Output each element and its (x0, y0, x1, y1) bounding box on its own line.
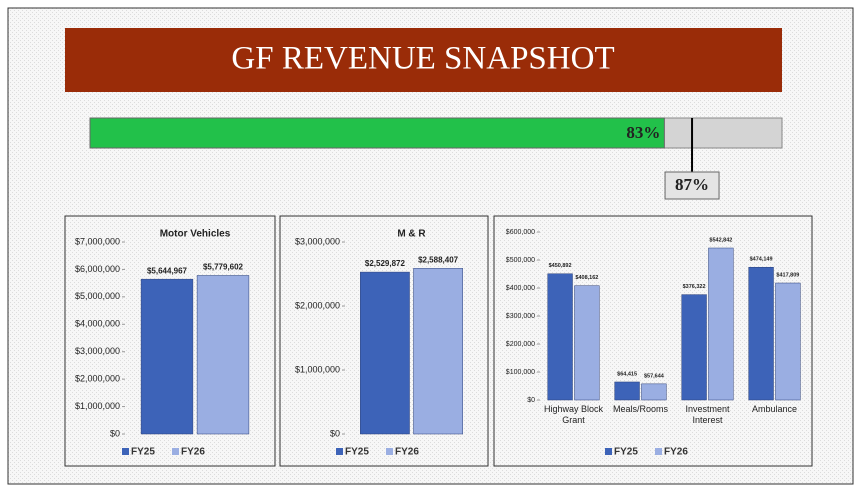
y-tick-label: $2,000,000 (295, 300, 340, 310)
legend-label: FY25 (345, 447, 369, 458)
legend-label: FY25 (614, 447, 638, 458)
value-label: $2,588,407 (418, 255, 459, 264)
y-tick-label: $200,000 (506, 341, 535, 348)
progress-fill (89, 117, 665, 149)
x-tick-label: Highway Block Grant (543, 404, 604, 425)
value-label: $5,779,602 (203, 263, 244, 272)
chart-title: M & R (397, 229, 426, 240)
legend-label: FY26 (181, 447, 205, 458)
y-tick-label: $3,000,000 (295, 236, 340, 246)
progress-label: 83% (626, 123, 660, 142)
x-tick-label-box: Meals/Rooms (612, 404, 668, 414)
chart-panel (64, 215, 276, 467)
chart-panel (493, 215, 813, 467)
y-tick-label: $0 (527, 397, 535, 404)
value-label: $57,644 (644, 373, 665, 379)
target-label: 87% (675, 175, 709, 194)
bar (413, 268, 463, 435)
bar (140, 278, 194, 435)
legend-swatch (336, 448, 343, 455)
y-tick-label: $0 (330, 428, 340, 438)
value-label: $408,162 (575, 275, 598, 281)
legend-swatch (655, 448, 662, 455)
x-tick-label: Meals/Rooms (612, 404, 668, 414)
bar (641, 383, 667, 401)
chart-title: Motor Vehicles (160, 229, 231, 240)
legend-label: FY26 (664, 447, 688, 458)
value-label: $417,809 (776, 272, 799, 278)
legend-label: FY25 (131, 447, 155, 458)
y-tick-label: $600,000 (506, 229, 535, 236)
y-tick-label: $0 (110, 428, 120, 438)
y-tick-label: $3,000,000 (75, 346, 120, 356)
y-tick-label: $1,000,000 (295, 364, 340, 374)
y-tick-label: $300,000 (506, 313, 535, 320)
title-banner (65, 28, 782, 92)
legend-swatch (605, 448, 612, 455)
bar (681, 294, 707, 401)
value-label: $64,415 (617, 371, 637, 377)
x-tick-label: Investment Interest (685, 404, 730, 425)
legend-label: FY26 (395, 447, 419, 458)
value-label: $450,892 (549, 263, 572, 269)
legend-swatch (122, 448, 129, 455)
value-label: $474,149 (750, 257, 773, 263)
y-tick-label: $6,000,000 (75, 264, 120, 274)
legend-swatch (386, 448, 393, 455)
chart-panel (279, 215, 489, 467)
value-label: $542,842 (709, 237, 732, 243)
y-tick-label: $2,000,000 (75, 374, 120, 384)
bar (614, 381, 640, 401)
value-label: $2,529,872 (365, 259, 406, 268)
x-tick-label-box: Ambulance (751, 404, 798, 414)
x-tick-label: Ambulance (751, 404, 798, 414)
y-tick-label: $1,000,000 (75, 401, 120, 411)
y-tick-label: $5,000,000 (75, 291, 120, 301)
bar (360, 271, 410, 435)
x-tick-label-box: Investment Interest (685, 404, 730, 425)
bar (748, 266, 774, 401)
y-tick-label: $500,000 (506, 257, 535, 264)
bar (775, 282, 801, 401)
y-tick-label: $400,000 (506, 285, 535, 292)
bar (196, 275, 250, 435)
value-label: $5,644,967 (147, 266, 188, 275)
y-tick-label: $7,000,000 (75, 236, 120, 246)
title: GF REVENUE SNAPSHOT (231, 41, 614, 77)
y-tick-label: $100,000 (506, 369, 535, 376)
bar (708, 247, 734, 401)
bar (574, 285, 600, 401)
bar (547, 273, 573, 401)
legend-swatch (172, 448, 179, 455)
x-tick-label-box: Highway Block Grant (543, 404, 604, 425)
y-tick-label: $4,000,000 (75, 319, 120, 329)
target-box (664, 171, 720, 200)
value-label: $376,322 (683, 284, 706, 290)
